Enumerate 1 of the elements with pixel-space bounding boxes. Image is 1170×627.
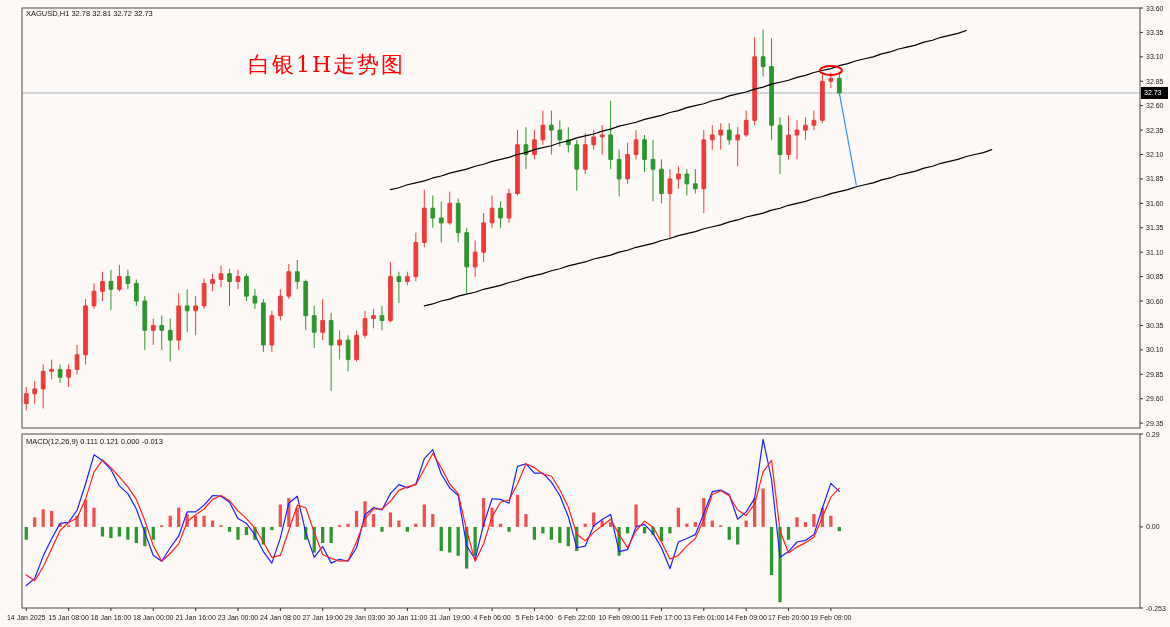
title: 白银1H走势图 xyxy=(248,52,406,77)
